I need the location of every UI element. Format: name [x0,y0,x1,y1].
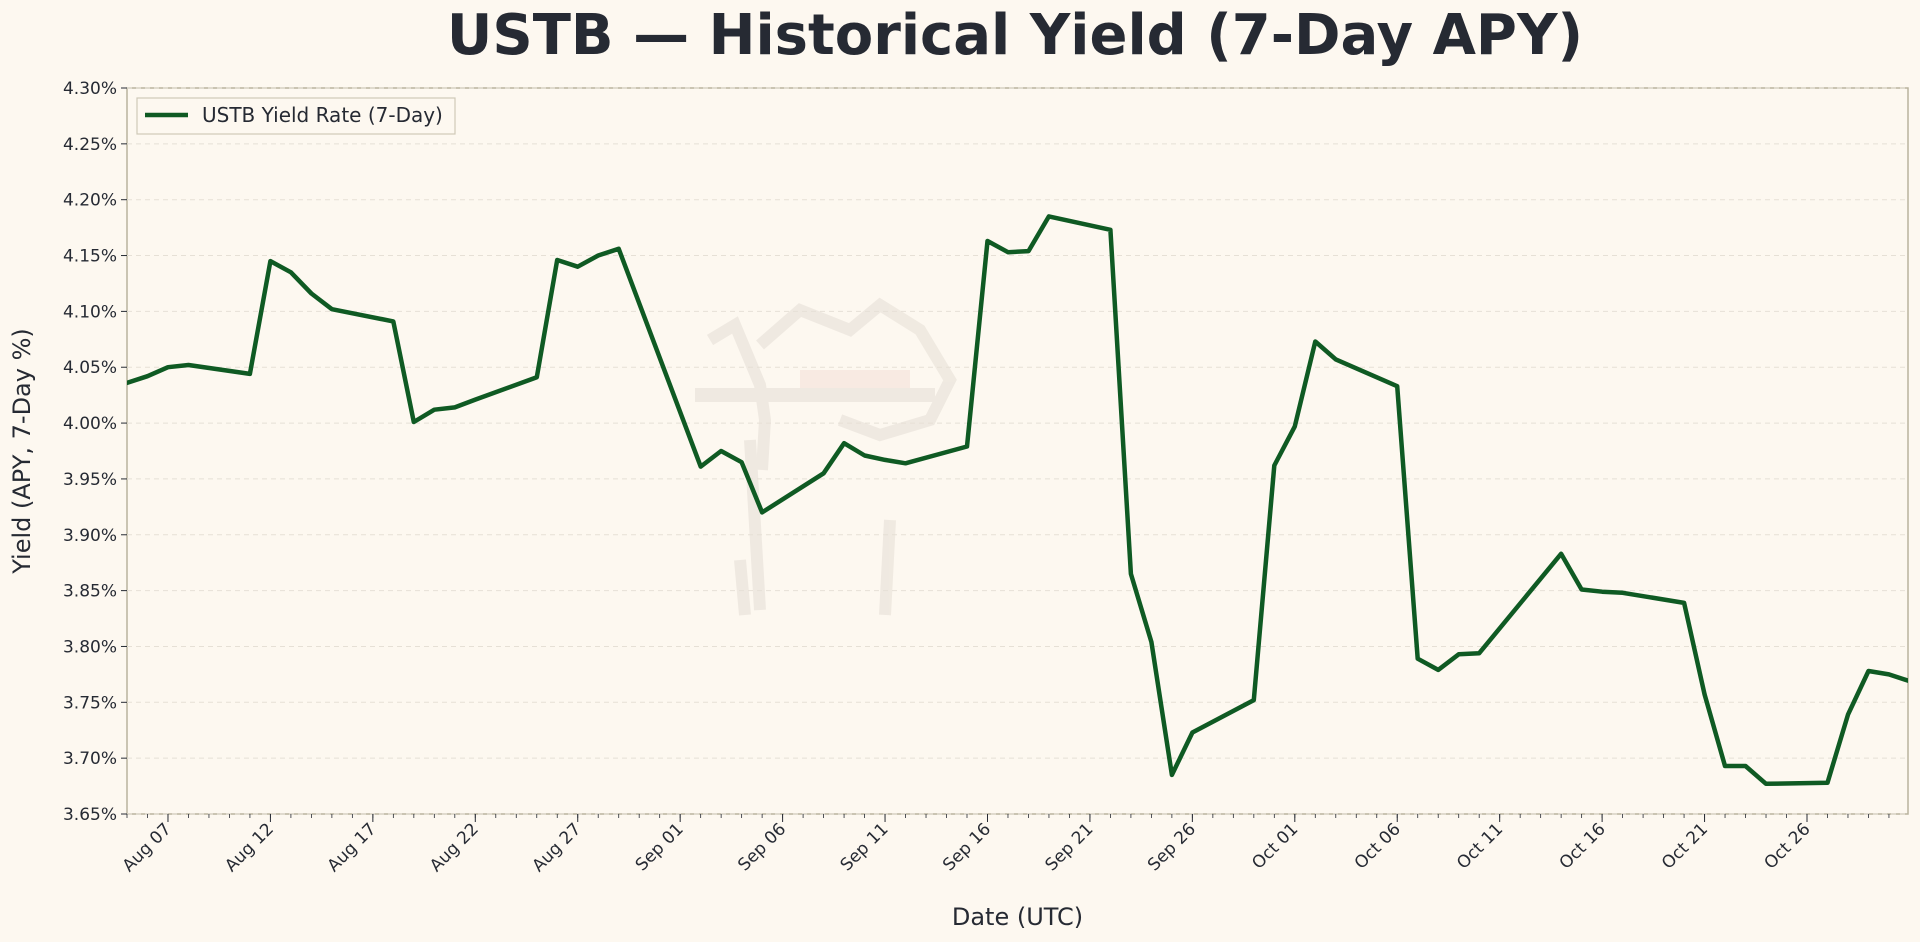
x-tick-label: Oct 26 [1760,819,1814,873]
legend: USTB Yield Rate (7-Day) [136,97,456,135]
x-tick-label: Aug 12 [221,819,278,876]
legend-entry: USTB Yield Rate (7-Day) [202,103,443,127]
x-tick-label: Sep 06 [734,819,790,875]
y-axis: 3.65% 3.70% 3.75% 3.80% 3.85% 3.90% 3.95% 4.00%… [63,79,127,825]
plot-area [126,87,1909,815]
y-tick-label: 3.95% [63,470,117,490]
y-axis-label: Yield (APY, 7-Day %) [8,328,36,575]
x-tick-label: Oct 01 [1248,819,1302,873]
y-tick-label: 4.20% [63,191,117,211]
y-tick-label: 4.10% [63,302,117,322]
y-tick-label: 3.85% [63,582,117,602]
x-tick-label: Sep 11 [837,819,893,875]
watermark-mascot-icon [695,297,957,616]
x-tick-label: Oct 16 [1556,819,1610,873]
y-tick-label: 4.25% [63,135,117,155]
x-axis-label: Date (UTC) [952,903,1083,931]
y-tick-label: 3.90% [63,526,117,546]
y-tick-label: 3.75% [63,693,117,713]
watermark-bar [800,370,910,388]
y-tick-label: 3.70% [63,749,117,769]
series-line [127,214,1908,787]
grid-lines [127,87,1908,815]
x-tick-label: Aug 22 [426,819,483,876]
x-tick-label: Oct 06 [1351,819,1405,873]
y-tick-label: 4.15% [63,247,117,267]
chart-title: USTB — Historical Yield (7-Day APY) [447,3,1583,68]
x-tick-label: Aug 17 [324,819,381,876]
y-tick-label: 4.05% [63,358,117,378]
x-tick-label: Sep 01 [632,819,688,875]
legend-box [136,97,456,135]
y-tick-label: 4.30% [63,79,117,99]
x-tick-label: Sep 16 [939,819,995,875]
y-tick-label: 3.65% [63,805,117,825]
x-tick-label: Aug 07 [119,819,176,876]
y-tick-label: 4.00% [63,414,117,434]
x-tick-label: Aug 27 [529,819,586,876]
series-group [127,214,1908,787]
x-tick-label: Sep 21 [1042,819,1098,875]
x-tick-label: Oct 21 [1658,819,1712,873]
y-tick-label: 3.80% [63,637,117,657]
x-tick-label: Oct 11 [1453,819,1507,873]
x-tick-label: Sep 26 [1144,819,1200,875]
x-axis: Aug 07 Aug 12 Aug 17 Aug 22 Aug 27 Sep 01 Sep … [119,814,1890,876]
